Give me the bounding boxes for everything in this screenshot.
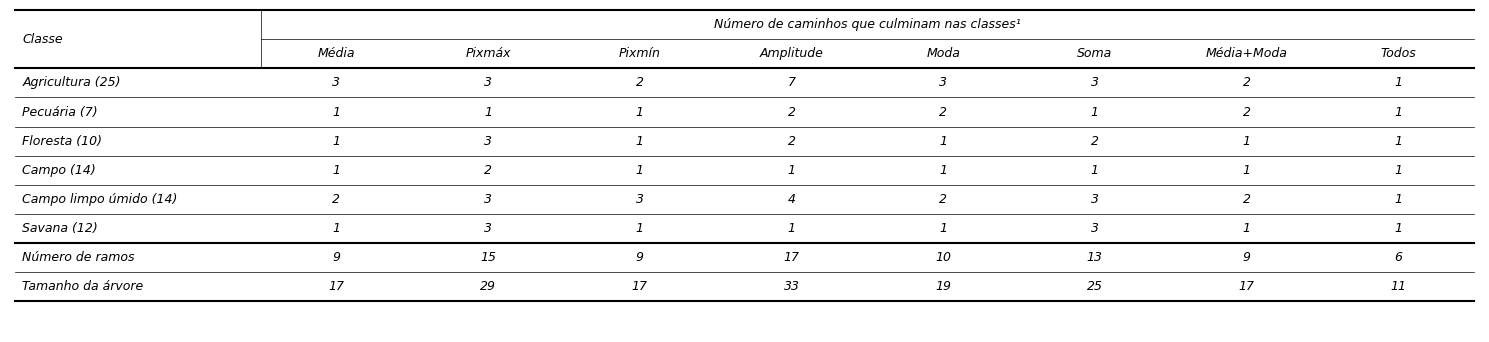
Text: 1: 1 [1243, 163, 1251, 177]
Text: 6: 6 [1394, 251, 1403, 264]
Text: 1: 1 [940, 134, 947, 148]
Text: 1: 1 [1091, 105, 1099, 119]
Text: 2: 2 [1243, 105, 1251, 119]
Text: 1: 1 [788, 222, 795, 235]
Text: Número de ramos: Número de ramos [22, 251, 135, 264]
Text: Média: Média [317, 47, 356, 61]
Text: 11: 11 [1391, 280, 1406, 293]
Text: 1: 1 [1394, 163, 1403, 177]
Text: Moda: Moda [926, 47, 960, 61]
Text: 1: 1 [940, 163, 947, 177]
Text: 1: 1 [332, 222, 341, 235]
Text: 1: 1 [1243, 134, 1251, 148]
Text: 1: 1 [332, 163, 341, 177]
Text: 2: 2 [1243, 193, 1251, 206]
Text: 10: 10 [935, 251, 951, 264]
Text: 3: 3 [940, 76, 947, 90]
Text: 1: 1 [636, 105, 643, 119]
Text: 3: 3 [1091, 222, 1099, 235]
Text: Floresta (10): Floresta (10) [22, 134, 103, 148]
Text: 17: 17 [1239, 280, 1255, 293]
Text: 1: 1 [1394, 105, 1403, 119]
Text: 3: 3 [1091, 76, 1099, 90]
Text: Número de caminhos que culminam nas classes¹: Número de caminhos que culminam nas clas… [713, 18, 1021, 31]
Text: 2: 2 [788, 134, 795, 148]
Text: 2: 2 [332, 193, 341, 206]
Text: 9: 9 [332, 251, 341, 264]
Text: 15: 15 [479, 251, 496, 264]
Text: Classe: Classe [22, 33, 63, 46]
Text: 1: 1 [1394, 222, 1403, 235]
Text: 29: 29 [479, 280, 496, 293]
Text: 4: 4 [788, 193, 795, 206]
Text: Agricultura (25): Agricultura (25) [22, 76, 121, 90]
Text: 2: 2 [940, 105, 947, 119]
Text: 2: 2 [788, 105, 795, 119]
Text: 13: 13 [1087, 251, 1103, 264]
Text: 17: 17 [631, 280, 648, 293]
Text: 1: 1 [636, 134, 643, 148]
Text: 19: 19 [935, 280, 951, 293]
Text: Savana (12): Savana (12) [22, 222, 98, 235]
Text: 1: 1 [332, 134, 341, 148]
Text: 25: 25 [1087, 280, 1103, 293]
Text: 1: 1 [788, 163, 795, 177]
Text: 2: 2 [940, 193, 947, 206]
Text: 3: 3 [484, 222, 491, 235]
Text: Amplitude: Amplitude [759, 47, 823, 61]
Text: 3: 3 [484, 193, 491, 206]
Text: 1: 1 [1394, 134, 1403, 148]
Text: Todos: Todos [1380, 47, 1416, 61]
Text: 2: 2 [1091, 134, 1099, 148]
Text: Média+Moda: Média+Moda [1206, 47, 1288, 61]
Text: 17: 17 [329, 280, 344, 293]
Text: 9: 9 [636, 251, 643, 264]
Text: Pixmáx: Pixmáx [466, 47, 511, 61]
Text: Pixmín: Pixmín [619, 47, 661, 61]
Text: Pecuária (7): Pecuária (7) [22, 105, 98, 119]
Text: 2: 2 [1243, 76, 1251, 90]
Text: 9: 9 [1243, 251, 1251, 264]
Text: 2: 2 [484, 163, 491, 177]
Text: Campo (14): Campo (14) [22, 163, 97, 177]
Text: 7: 7 [788, 76, 795, 90]
Text: 1: 1 [484, 105, 491, 119]
Text: 1: 1 [1394, 193, 1403, 206]
Text: 1: 1 [1091, 163, 1099, 177]
Text: 1: 1 [1394, 76, 1403, 90]
Text: 1: 1 [636, 163, 643, 177]
Text: Campo limpo úmido (14): Campo limpo úmido (14) [22, 193, 177, 206]
Text: 33: 33 [783, 280, 800, 293]
Text: Soma: Soma [1077, 47, 1112, 61]
Text: 3: 3 [636, 193, 643, 206]
Text: 1: 1 [940, 222, 947, 235]
Text: 17: 17 [783, 251, 800, 264]
Text: 1: 1 [1243, 222, 1251, 235]
Text: 3: 3 [332, 76, 341, 90]
Text: 3: 3 [484, 134, 491, 148]
Text: 1: 1 [636, 222, 643, 235]
Text: 2: 2 [636, 76, 643, 90]
Text: 1: 1 [332, 105, 341, 119]
Text: Tamanho da árvore: Tamanho da árvore [22, 280, 143, 293]
Text: 3: 3 [484, 76, 491, 90]
Text: 3: 3 [1091, 193, 1099, 206]
